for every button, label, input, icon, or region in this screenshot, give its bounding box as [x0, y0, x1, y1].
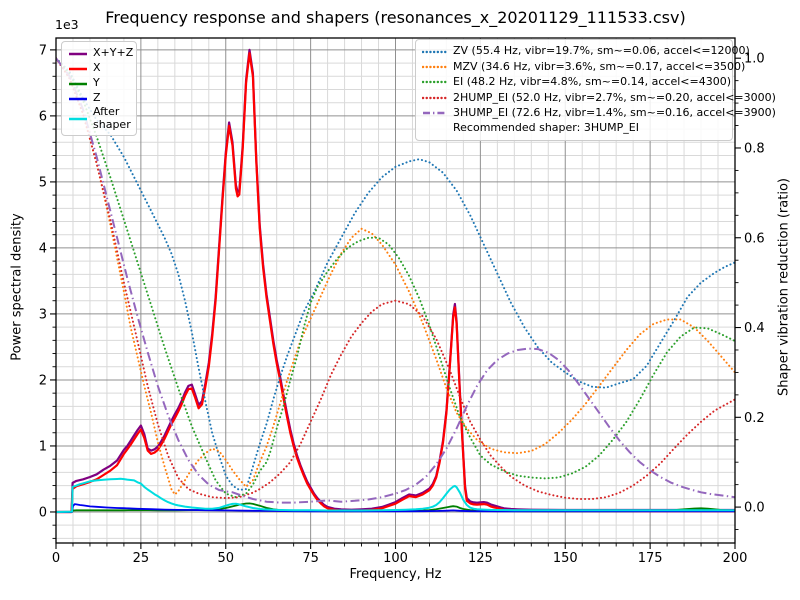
y-right-tick-label: 0.0 — [744, 501, 765, 516]
legend-sample-icon — [69, 117, 87, 120]
series-shaper-3hump-ei — [56, 57, 735, 504]
x-tick-label: 100 — [383, 551, 408, 566]
legend-item-psd-x: X — [68, 61, 130, 76]
legend-item-psd-after-shaper: After shaper — [68, 105, 131, 131]
y-right-tick-label: 1.0 — [744, 52, 765, 67]
legend-sample-icon — [422, 50, 448, 53]
y-right-tick-label: 0.4 — [744, 321, 765, 336]
legend-item-shaper-2hump-ei: 2HUMP_EI (52.0 Hz, vibr=2.7%, sm~=0.20, … — [422, 90, 776, 105]
legend-psd: X+Y+Z X Y Z After shaper — [61, 41, 137, 137]
legend-sample-icon — [422, 81, 448, 84]
y-right-tick-label: 0.6 — [744, 231, 765, 246]
series-psd-after-shaper — [56, 477, 735, 513]
x-tick-label: 0 — [52, 551, 60, 566]
x-tick-label: 150 — [553, 551, 578, 566]
legend-sample-icon — [422, 65, 448, 69]
chart-title: Frequency response and shapers (resonanc… — [105, 8, 686, 27]
legend-item-label: 2HUMP_EI (52.0 Hz, vibr=2.7%, sm~=0.20, … — [453, 90, 776, 104]
series-shaper-zv — [56, 57, 735, 491]
legend-item-psd-y: Y — [68, 76, 130, 91]
y-left-tick-label: 5 — [39, 175, 47, 190]
y-left-tick-label: 0 — [39, 505, 47, 520]
x-tick-label: 75 — [302, 551, 319, 566]
legend-item-label: After shaper — [93, 105, 131, 131]
x-tick-label: 175 — [638, 551, 663, 566]
series-psd-z — [56, 503, 735, 513]
x-tick-label: 50 — [217, 551, 234, 566]
series-psd-x — [56, 52, 735, 514]
legend-sample-icon — [69, 52, 87, 55]
series-shaper-mzv — [56, 57, 735, 496]
legend-recommended-shaper: Recommended shaper: 3HUMP_EI — [422, 121, 726, 136]
legend-item-shaper-3hump-ei: 3HUMP_EI (72.6 Hz, vibr=1.4%, sm~=0.16, … — [422, 106, 776, 121]
legend-item-label: Z — [93, 91, 101, 105]
legend-shapers: ZV (55.4 Hz, vibr=19.7%, sm~=0.06, accel… — [415, 39, 776, 142]
legend-item-label: Y — [93, 76, 100, 90]
y-left-tick-label: 3 — [39, 307, 47, 322]
legend-footer-label: Recommended shaper: 3HUMP_EI — [453, 121, 639, 135]
legend-item-psd-xyz: X+Y+Z — [68, 46, 134, 61]
legend-item-label: EI (48.2 Hz, vibr=4.8%, sm~=0.14, accel<… — [453, 75, 731, 89]
legend-sample-icon — [422, 96, 448, 100]
legend-sample-icon — [69, 97, 87, 100]
y-left-tick-label: 1 — [39, 439, 47, 454]
y-right-tick-label: 0.8 — [744, 141, 765, 156]
legend-item-label: 3HUMP_EI (72.6 Hz, vibr=1.4%, sm~=0.16, … — [453, 105, 776, 119]
y-left-tick-label: 2 — [39, 373, 47, 388]
y-axis-offset-multiplier: 1e3 — [55, 17, 79, 32]
legend-item-label: MZV (34.6 Hz, vibr=3.6%, sm~=0.17, accel… — [453, 59, 746, 73]
series-shaper-2hump-ei — [56, 57, 735, 500]
legend-item-label: ZV (55.4 Hz, vibr=19.7%, sm~=0.06, accel… — [453, 44, 750, 58]
x-tick-label: 125 — [468, 551, 493, 566]
y-left-tick-label: 4 — [39, 241, 47, 256]
x-axis-label: Frequency, Hz — [349, 567, 442, 582]
legend-item-psd-z: Z — [68, 91, 130, 106]
legend-item-shaper-zv: ZV (55.4 Hz, vibr=19.7%, sm~=0.06, accel… — [422, 44, 750, 59]
x-tick-label: 200 — [723, 551, 748, 566]
series-group — [56, 48, 735, 514]
y-left-tick-label: 6 — [39, 109, 47, 124]
x-tick-label: 25 — [133, 551, 150, 566]
legend-item-label: X+Y+Z — [93, 46, 134, 60]
y-right-tick-label: 0.2 — [744, 411, 765, 426]
legend-item-shaper-mzv: MZV (34.6 Hz, vibr=3.6%, sm~=0.17, accel… — [422, 59, 745, 74]
legend-sample-icon — [69, 82, 87, 85]
series-shaper-ei — [56, 57, 735, 499]
legend-item-label: X — [93, 61, 101, 75]
legend-sample-icon — [69, 67, 87, 70]
legend-sample-icon — [423, 112, 447, 115]
legend-item-shaper-ei: EI (48.2 Hz, vibr=4.8%, sm~=0.14, accel<… — [422, 75, 731, 90]
y-left-tick-label: 7 — [39, 43, 47, 58]
